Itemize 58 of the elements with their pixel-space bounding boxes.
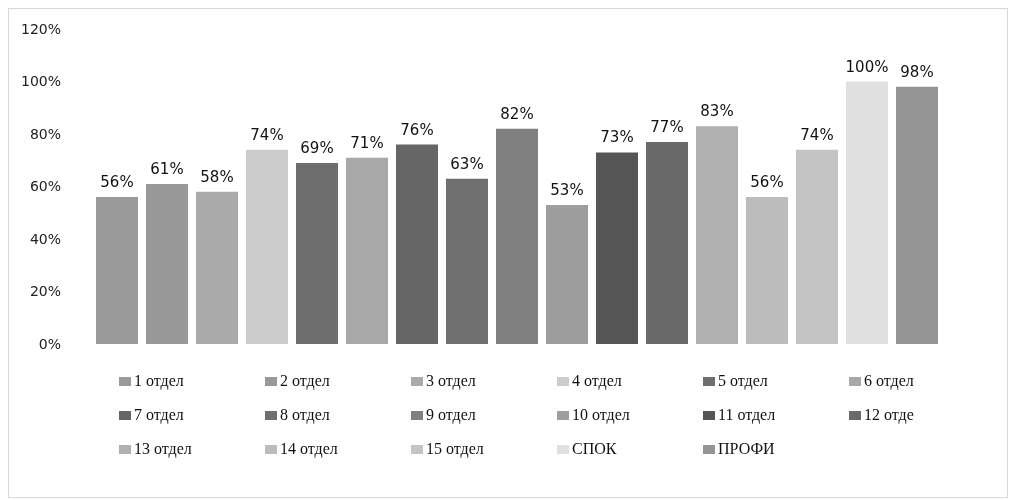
data-label: 82% [500, 104, 534, 123]
legend-label: 15 отдел [426, 440, 484, 458]
bar [746, 197, 788, 344]
legend-label: 3 отдел [426, 372, 476, 390]
data-label: 77% [650, 117, 684, 136]
bar [896, 86, 938, 344]
y-tick-label: 0% [38, 335, 61, 352]
bar [96, 197, 138, 344]
legend-label: СПОК [572, 440, 617, 458]
legend-label: 5 отдел [718, 372, 768, 390]
bar [346, 157, 388, 344]
legend-label: 8 отдел [280, 406, 330, 424]
bar [196, 191, 238, 344]
bar [646, 141, 688, 344]
legend-label: 4 отдел [572, 372, 622, 390]
data-label: 98% [900, 62, 934, 81]
y-tick-label: 40% [29, 230, 61, 247]
bar [446, 178, 488, 344]
legend-label: 12 отде [864, 406, 914, 424]
legend-label: 1 отдел [134, 372, 184, 390]
legend-label: 10 отдел [572, 406, 630, 424]
legend-label: ПРОФИ [718, 440, 775, 458]
data-label: 74% [800, 125, 834, 144]
y-tick-label: 100% [20, 73, 61, 90]
data-label: 76% [400, 120, 434, 139]
y-tick-label: 80% [29, 125, 61, 142]
bar [696, 126, 738, 344]
legend-label: 9 отдел [426, 406, 476, 424]
data-label: 53% [550, 180, 584, 199]
data-label: 61% [150, 159, 184, 178]
data-label: 74% [250, 125, 284, 144]
data-label: 73% [600, 128, 634, 147]
legend-label: 14 отдел [280, 440, 338, 458]
bar [496, 128, 538, 344]
y-tick-label: 20% [29, 283, 61, 300]
bar [546, 204, 588, 344]
data-label: 100% [845, 57, 889, 76]
y-tick-label: 60% [29, 178, 61, 195]
legend-label: 6 отдел [864, 372, 914, 390]
bar [396, 144, 438, 344]
legend-label: 13 отдел [134, 440, 192, 458]
bar [596, 152, 638, 344]
data-label: 63% [450, 154, 484, 173]
bar [796, 149, 838, 344]
bar [846, 81, 888, 344]
data-label: 56% [100, 173, 134, 191]
data-label: 71% [350, 133, 384, 152]
legend-label: 2 отдел [280, 372, 330, 390]
y-tick-label: 120% [20, 20, 61, 37]
legend-label: 11 отдел [718, 406, 776, 424]
bar [296, 162, 338, 344]
legend-label: 7 отдел [134, 406, 184, 424]
bar [146, 183, 188, 344]
data-label: 58% [200, 167, 234, 186]
data-label: 69% [300, 138, 334, 157]
data-label: 83% [700, 102, 734, 121]
bar [246, 149, 288, 344]
data-label: 56% [750, 173, 784, 191]
